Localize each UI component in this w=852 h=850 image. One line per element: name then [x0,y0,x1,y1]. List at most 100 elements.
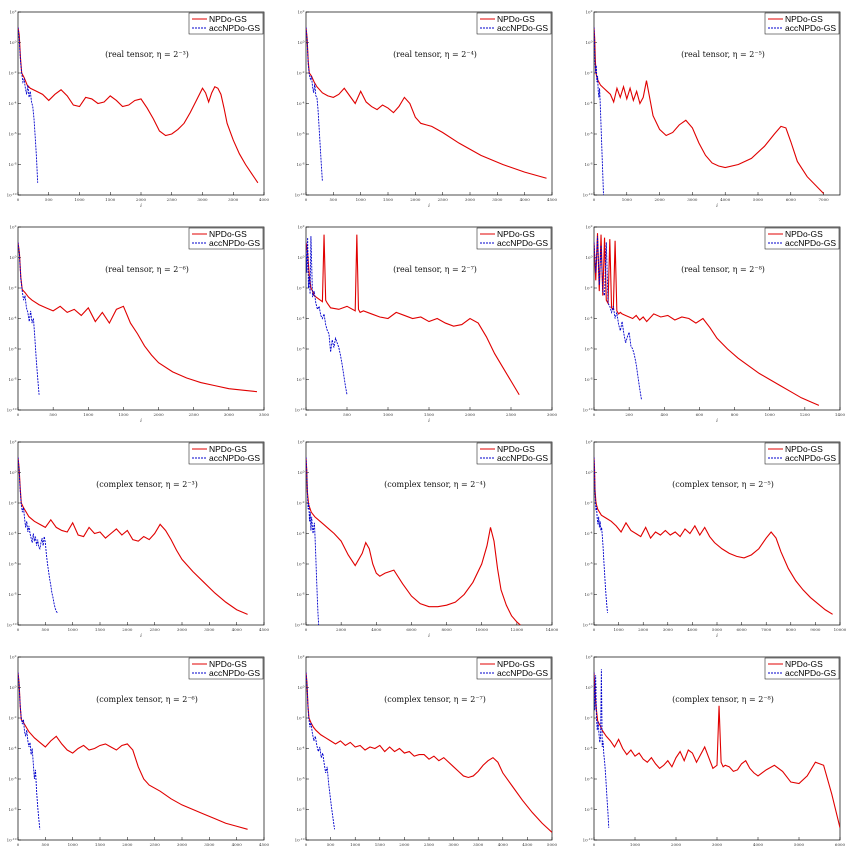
x-tick-label: 0 [593,197,596,202]
x-tick-label: 1000 [68,842,79,846]
axes-frame [17,226,265,411]
series-line-npdo-gs [594,457,833,615]
x-tick-label: 3000 [224,412,235,417]
x-tick-label: 8000 [441,627,452,632]
x-tick-label: 5000 [712,627,723,632]
axes-frame [305,656,553,841]
x-tick-label: 4000 [232,627,243,632]
y-tick-label: 10-2 [296,285,304,291]
x-tick-label: 2000 [465,412,476,417]
legend-entry: accNPDo-GS [497,23,548,33]
y-tick-label: 10-2 [584,715,592,721]
y-tick-label: 10-2 [584,70,592,76]
x-tick-label: 0 [305,412,308,417]
x-tick-label: 0 [305,842,308,846]
legend-box [188,12,264,35]
y-tick-label: 10-4 [8,746,16,752]
x-axis-label: i [716,418,718,424]
y-tick-label: 100 [297,40,304,46]
x-tick-label: 1000 [622,197,633,202]
y-tick-label: 10-6 [296,776,304,782]
x-tick-label: 3500 [204,842,215,846]
x-tick-label: 2500 [438,197,449,202]
legend-box [764,227,840,250]
y-tick-label: 10-4 [584,101,592,107]
series-line-accnpdo-gs [594,236,642,400]
chart-panel-3: 10-10 10-8 10-6 10-4 10-2 100 102 0 1000 2000 3000… [583,9,841,209]
x-tick-label: 0 [305,627,308,632]
y-tick-label: 10-2 [8,285,16,291]
panel-annotation: (real tensor, η = 2⁻⁷) [393,265,477,274]
y-tick-label: 10-10 [295,622,305,628]
x-tick-label: 4000 [720,197,731,202]
series-line-accnpdo-gs [18,27,39,183]
x-axis-label: i [140,203,142,209]
x-tick-label: 2000 [122,627,133,632]
x-tick-label: 1500 [95,842,106,846]
legend-entry: accNPDo-GS [209,238,260,248]
chart-panel-1: 10-10 10-8 10-6 10-4 10-2 100 102 0 500 1000 1500 2… [7,9,270,209]
legend-box [188,227,264,250]
x-tick-label: 7000 [761,627,772,632]
y-tick-label: 10-4 [584,746,592,752]
y-tick-label: 100 [297,255,304,261]
y-tick-label: 10-6 [8,561,16,567]
series-line-npdo-gs [306,234,520,396]
series-line-accnpdo-gs [594,457,608,613]
x-tick-label: 500 [49,412,57,417]
axes-frame [305,441,553,626]
x-tick-label: 6000 [406,627,417,632]
y-tick-label: 102 [297,439,304,445]
legend-entry: NPDo-GS [785,229,823,239]
y-tick-label: 10-10 [295,192,305,198]
x-tick-label: 2000 [336,627,347,632]
x-tick-label: 14000 [546,627,559,632]
y-tick-label: 100 [9,685,16,691]
y-tick-label: 10-4 [8,101,16,107]
legend-entry: accNPDo-GS [497,668,548,678]
y-tick-label: 10-2 [296,70,304,76]
x-tick-label: 400 [660,412,668,417]
y-tick-label: 10-6 [296,131,304,137]
x-tick-label: 500 [327,842,335,846]
y-tick-label: 10-4 [296,101,304,107]
series-line-npdo-gs [594,27,824,194]
y-tick-label: 10-4 [8,531,16,537]
legend-entry: NPDo-GS [209,14,247,24]
y-tick-label: 10-8 [8,807,16,813]
legend-box [764,12,840,35]
x-tick-label: 6000 [835,842,846,846]
x-tick-label: 12000 [510,627,523,632]
y-tick-label: 10-8 [584,592,592,598]
panel-annotation: (real tensor, η = 2⁻⁶) [105,265,189,274]
y-tick-label: 10-8 [584,377,592,383]
y-tick-label: 10-10 [7,407,17,413]
legend-entry: NPDo-GS [497,14,535,24]
y-tick-label: 10-8 [8,162,16,168]
legend-entry: NPDo-GS [785,444,823,454]
y-tick-label: 100 [9,40,16,46]
legend-entry: NPDo-GS [497,444,535,454]
x-tick-label: 1500 [375,842,386,846]
y-tick-label: 100 [585,40,592,46]
panel-annotation: (real tensor, η = 2⁻⁵) [681,50,765,59]
y-tick-label: 10-2 [584,285,592,291]
series-line-npdo-gs [18,242,258,393]
x-tick-label: 3500 [259,412,270,417]
y-tick-label: 10-6 [584,776,592,782]
legend-box [764,442,840,465]
y-tick-label: 102 [9,439,16,445]
y-tick-label: 10-10 [7,192,17,198]
x-axis-label: i [140,633,142,639]
panel-annotation: (real tensor, η = 2⁻³) [105,50,189,59]
x-tick-label: 600 [696,412,704,417]
x-tick-label: 10000 [475,627,488,632]
legend-box [476,227,552,250]
axes-frame [305,11,553,196]
series-line-accnpdo-gs [594,27,604,195]
chart-panel-10: 10-10 10-8 10-6 10-4 10-2 100 102 0 500 1000 1500 2… [7,654,270,850]
